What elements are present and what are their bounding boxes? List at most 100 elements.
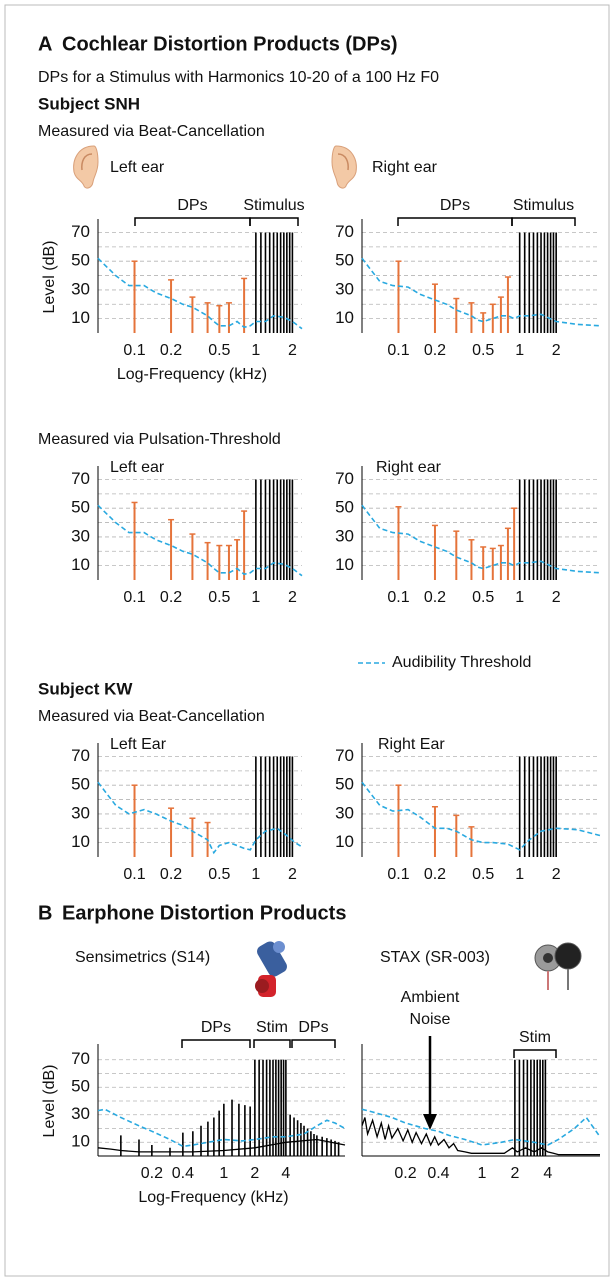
panel-letter: B — [38, 902, 52, 924]
bracket-label: DPs — [440, 197, 470, 214]
x-tick-label: 0.2 — [160, 589, 182, 606]
legend-label: Audibility Threshold — [392, 654, 531, 671]
method-label: Measured via Beat-Cancellation — [38, 123, 265, 140]
x-tick-label: 0.1 — [387, 866, 409, 883]
panel-title: Cochlear Distortion Products (DPs) — [62, 33, 398, 55]
x-tick-label: 1 — [251, 589, 260, 606]
subject-label: Subject SNH — [38, 94, 140, 113]
bracket-label: Stimulus — [243, 197, 304, 214]
x-tick-label: 0.1 — [123, 342, 145, 359]
threshold-line — [361, 1108, 601, 1146]
earphone-icon — [255, 941, 287, 997]
x-axis-title: Log-Frequency (kHz) — [117, 366, 267, 383]
x-tick-label: 2 — [552, 866, 561, 883]
y-tick-label: 30 — [71, 1104, 90, 1123]
x-tick-label: 0.1 — [123, 589, 145, 606]
y-tick-label: 10 — [335, 832, 354, 851]
y-tick-label: 70 — [71, 222, 90, 241]
x-tick-label: 2 — [510, 1165, 519, 1182]
y-axis-title: Level (dB) — [41, 241, 58, 314]
threshold-line — [97, 781, 303, 855]
threshold-line — [97, 1108, 346, 1148]
x-tick-label: 2 — [288, 589, 297, 606]
bracket — [513, 1049, 557, 1058]
chart-title: STAX (SR-003) — [380, 949, 490, 966]
chart-title: Right Ear — [378, 736, 445, 753]
x-tick-label: 0.4 — [172, 1165, 194, 1182]
x-tick-label: 1 — [515, 342, 524, 359]
annotation: Noise — [410, 1011, 451, 1028]
ear-icon — [73, 145, 99, 189]
x-tick-label: 0.2 — [424, 342, 446, 359]
chart-title: Left ear — [110, 459, 165, 476]
y-tick-label: 30 — [335, 526, 354, 545]
panel-letter: A — [38, 33, 52, 55]
x-tick-label: 0.2 — [424, 866, 446, 883]
x-tick-label: 1 — [251, 866, 260, 883]
bracket — [249, 217, 299, 226]
y-tick-label: 50 — [71, 775, 90, 794]
x-tick-label: 4 — [543, 1165, 552, 1182]
x-tick-label: 4 — [281, 1165, 290, 1182]
y-tick-label: 30 — [71, 803, 90, 822]
noise-floor — [361, 1117, 600, 1156]
x-tick-label: 0.5 — [472, 342, 494, 359]
bracket — [253, 1039, 291, 1048]
y-tick-label: 10 — [71, 308, 90, 327]
bracket-label: Stimulus — [513, 197, 574, 214]
x-tick-label: 1 — [515, 866, 524, 883]
y-tick-label: 50 — [335, 498, 354, 517]
x-tick-label: 1 — [251, 342, 260, 359]
y-tick-label: 10 — [335, 308, 354, 327]
bracket — [511, 217, 576, 226]
x-tick-label: 0.2 — [394, 1165, 416, 1182]
threshold-line — [97, 504, 303, 577]
annotation: Ambient — [401, 989, 460, 1006]
x-tick-label: 0.2 — [160, 342, 182, 359]
y-tick-label: 10 — [71, 1132, 90, 1151]
y-tick-label: 50 — [71, 498, 90, 517]
y-axis-title: Level (dB) — [41, 1065, 58, 1138]
y-tick-label: 70 — [71, 469, 90, 488]
y-tick-label: 10 — [71, 832, 90, 851]
x-tick-label: 0.2 — [160, 866, 182, 883]
y-tick-label: 70 — [335, 469, 354, 488]
annotation-arrowhead — [423, 1114, 437, 1130]
x-tick-label: 0.1 — [123, 866, 145, 883]
x-tick-label: 0.1 — [387, 589, 409, 606]
x-tick-label: 0.2 — [424, 589, 446, 606]
y-tick-label: 50 — [335, 775, 354, 794]
bracket-label: DPs — [177, 197, 207, 214]
x-tick-label: 2 — [552, 589, 561, 606]
noise-floor — [97, 1138, 346, 1153]
x-tick-label: 0.2 — [141, 1165, 163, 1182]
chart-title: Right ear — [372, 159, 438, 176]
x-tick-label: 0.5 — [472, 866, 494, 883]
x-tick-label: 2 — [288, 866, 297, 883]
y-tick-label: 30 — [335, 279, 354, 298]
panel-title: Earphone Distortion Products — [62, 902, 346, 924]
y-tick-label: 50 — [71, 251, 90, 270]
chart-title: Left ear — [110, 159, 165, 176]
threshold-line — [97, 257, 303, 330]
x-tick-label: 2 — [288, 342, 297, 359]
x-tick-label: 1 — [219, 1165, 228, 1182]
y-tick-label: 30 — [71, 279, 90, 298]
x-tick-label: 1 — [515, 589, 524, 606]
y-tick-label: 30 — [71, 526, 90, 545]
x-tick-label: 0.1 — [387, 342, 409, 359]
x-tick-label: 0.5 — [208, 866, 230, 883]
panel-subtitle: DPs for a Stimulus with Harmonics 10-20 … — [38, 69, 439, 86]
y-tick-label: 70 — [71, 1049, 90, 1068]
ear-icon — [331, 145, 357, 189]
y-tick-label: 10 — [335, 555, 354, 574]
chart-title: Left Ear — [110, 736, 167, 753]
y-tick-label: 50 — [335, 251, 354, 270]
y-tick-label: 10 — [71, 555, 90, 574]
frame — [4, 4, 610, 1277]
x-tick-label: 0.4 — [427, 1165, 449, 1182]
y-tick-label: 30 — [335, 803, 354, 822]
bracket-label: Stim — [519, 1029, 551, 1046]
bracket-label: DPs — [298, 1019, 328, 1036]
